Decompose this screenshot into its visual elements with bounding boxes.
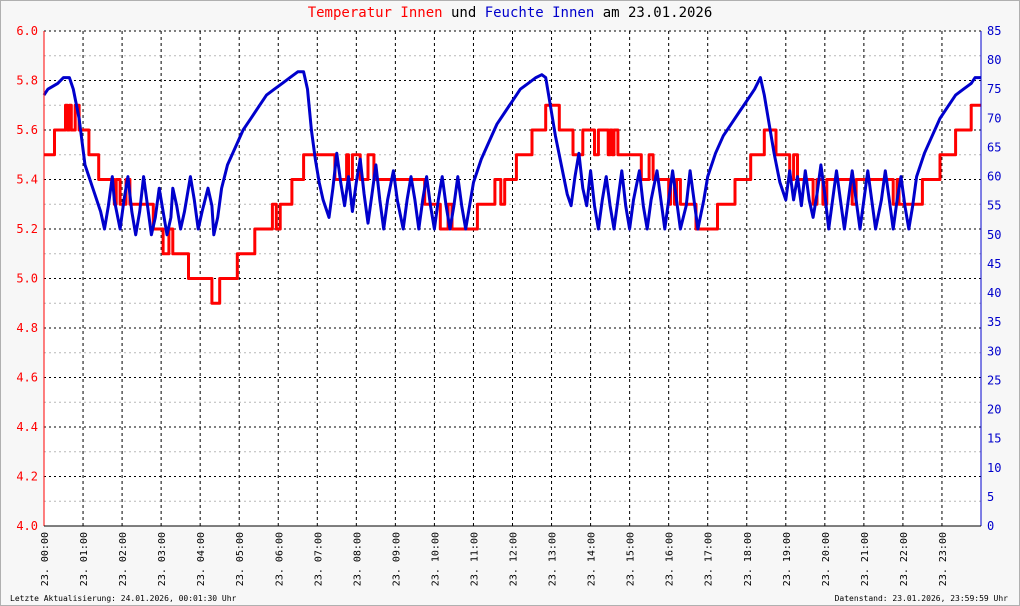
y-left-tick-label: 5.2: [16, 222, 38, 236]
x-tick-label: 23. 02:00: [118, 532, 129, 586]
y-left-tick-label: 4.8: [16, 321, 38, 335]
y-right-tick-label: 55: [987, 199, 1001, 213]
y-right-tick-label: 45: [987, 257, 1001, 271]
title-connector: und: [442, 5, 485, 21]
footer-last-update: Letzte Aktualisierung: 24.01.2026, 00:01…: [10, 594, 237, 603]
y-right-tick-label: 5: [987, 490, 994, 504]
y-left-tick-label: 5.8: [16, 74, 38, 88]
y-right-tick-label: 35: [987, 315, 1001, 329]
y-right-tick-label: 50: [987, 228, 1001, 242]
title-humidity: Feuchte Innen: [484, 5, 595, 21]
y-right-tick-label: 70: [987, 111, 1001, 125]
y-right-tick-label: 80: [987, 53, 1001, 67]
y-left-tick-label: 5.6: [16, 123, 38, 137]
y-left-tick-label: 4.2: [16, 470, 38, 484]
y-right-tick-label: 60: [987, 170, 1001, 184]
y-right-tick-label: 20: [987, 403, 1001, 417]
x-tick-label: 23. 22:00: [899, 532, 910, 586]
x-tick-label: 23. 03:00: [157, 532, 168, 586]
x-tick-label: 23. 16:00: [665, 532, 676, 586]
x-tick-label: 23. 00:00: [40, 532, 51, 586]
title-date: am 23.01.2026: [594, 5, 713, 21]
x-tick-label: 23. 11:00: [469, 532, 480, 586]
x-tick-label: 23. 15:00: [626, 532, 637, 586]
y-right-tick-label: 25: [987, 373, 1001, 387]
x-tick-label: 23. 08:00: [352, 532, 363, 586]
y-left-tick-label: 5.4: [16, 173, 38, 187]
y-right-tick-label: 65: [987, 140, 1001, 154]
series-line-temperature: [44, 103, 981, 305]
y-right-tick-label: 85: [987, 24, 1001, 38]
y-right-tick-label: 10: [987, 461, 1001, 475]
y-right-tick-label: 15: [987, 432, 1001, 446]
title-temperature: Temperatur Innen: [307, 5, 443, 21]
y-right-tick-label: 30: [987, 344, 1001, 358]
x-tick-label: 23. 21:00: [860, 532, 871, 586]
x-tick-label: 23. 13:00: [548, 532, 559, 586]
y-left-tick-label: 4.4: [16, 420, 38, 434]
y-right-tick-label: 75: [987, 82, 1001, 96]
y-left-tick-label: 6.0: [16, 24, 38, 38]
x-tick-label: 23. 07:00: [313, 532, 324, 586]
x-tick-label: 23. 05:00: [235, 532, 246, 586]
x-tick-label: 23. 14:00: [587, 532, 598, 586]
x-tick-label: 23. 10:00: [430, 532, 441, 586]
x-tick-label: 23. 23:00: [938, 532, 949, 586]
x-tick-label: 23. 19:00: [782, 532, 793, 586]
y-left-tick-label: 5.0: [16, 272, 38, 286]
y-right-tick-label: 40: [987, 286, 1001, 300]
x-tick-label: 23. 17:00: [704, 532, 715, 586]
x-tick-label: 23. 20:00: [821, 532, 832, 586]
y-left-tick-label: 4.6: [16, 371, 38, 385]
y-right-tick-label: 0: [987, 519, 994, 533]
x-tick-label: 23. 18:00: [743, 532, 754, 586]
x-tick-label: 23. 04:00: [196, 532, 207, 586]
x-tick-label: 23. 09:00: [391, 532, 402, 586]
y-left-tick-label: 4.0: [16, 519, 38, 533]
series-line-humidity: [42, 70, 981, 237]
chart-title: Temperatur Innen und Feuchte Innen am 23…: [0, 5, 1020, 21]
footer-data-state: Datenstand: 23.01.2026, 23:59:59 Uhr: [834, 594, 1008, 603]
x-tick-label: 23. 12:00: [509, 532, 520, 586]
x-tick-label: 23. 06:00: [274, 532, 285, 586]
x-tick-label: 23. 01:00: [79, 532, 90, 586]
